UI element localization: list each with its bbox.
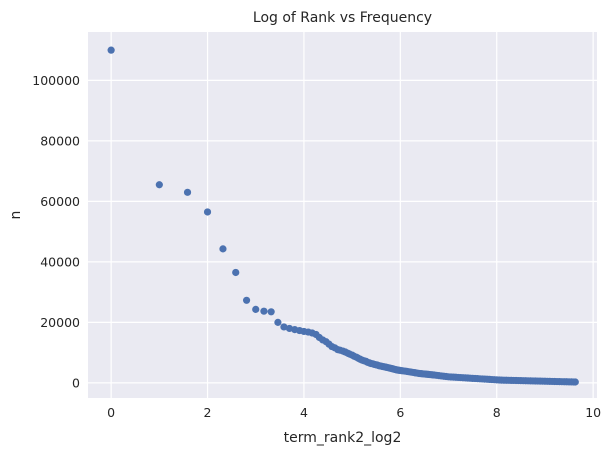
chart-title: Log of Rank vs Frequency xyxy=(253,10,432,26)
grid-lines xyxy=(88,32,597,398)
scatter-points xyxy=(107,46,579,386)
data-point xyxy=(260,307,268,315)
x-tick-label: 4 xyxy=(300,405,308,420)
data-point xyxy=(571,378,579,386)
x-tick-label: 8 xyxy=(493,405,501,420)
data-point xyxy=(242,296,251,304)
data-point xyxy=(219,245,227,253)
y-tick-label: 40000 xyxy=(40,254,80,269)
data-point xyxy=(203,208,212,216)
data-point xyxy=(155,181,163,189)
data-point xyxy=(252,305,260,313)
y-tick-label: 20000 xyxy=(40,315,80,330)
data-point xyxy=(107,46,115,54)
y-tick-label: 0 xyxy=(72,375,80,390)
y-tick-labels: 0 20000 40000 60000 80000 100000 xyxy=(32,73,80,390)
data-point xyxy=(232,268,240,277)
data-point xyxy=(267,308,275,316)
y-tick-label: 80000 xyxy=(40,133,80,148)
x-tick-labels: 0 2 4 6 8 10 xyxy=(107,405,601,420)
y-axis-label: n xyxy=(8,211,24,220)
x-tick-label: 2 xyxy=(204,405,212,420)
x-axis-label: term_rank2_log2 xyxy=(284,430,402,446)
y-tick-label: 100000 xyxy=(32,73,80,88)
data-point xyxy=(183,188,192,196)
x-tick-label: 6 xyxy=(396,405,404,420)
plot-area xyxy=(88,32,597,398)
y-tick-label: 60000 xyxy=(40,194,80,209)
data-point xyxy=(274,318,282,326)
data-point xyxy=(280,323,288,331)
x-tick-label: 0 xyxy=(107,405,115,420)
x-tick-label: 10 xyxy=(585,405,601,420)
